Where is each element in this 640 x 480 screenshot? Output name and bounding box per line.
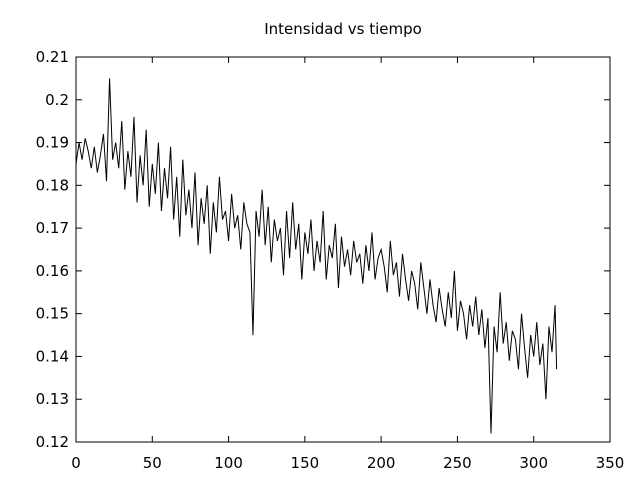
- y-tick-label: 0.15: [36, 305, 69, 323]
- y-tick-label: 0.17: [36, 219, 69, 237]
- intensity-series-line: [75, 78, 558, 434]
- plot-frame: [75, 56, 611, 443]
- x-tick-label: 350: [596, 454, 625, 472]
- y-tick-label: 0.19: [36, 134, 69, 152]
- x-tick-label: 100: [214, 454, 243, 472]
- y-tick-label: 0.16: [36, 262, 69, 280]
- chart-title: Intensidad vs tiempo: [264, 20, 422, 38]
- y-axis: 0.12 0.13 0.14 0.15 0.16 0.17 0.18 0.19 0.2 0.21: [36, 48, 610, 451]
- y-tick-label: 0.2: [45, 91, 69, 109]
- y-tick-label: 0.12: [36, 433, 69, 451]
- y-tick-label: 0.13: [36, 390, 69, 408]
- x-tick-label: 250: [443, 454, 472, 472]
- y-tick-label: 0.18: [36, 176, 69, 194]
- y-tick-label: 0.21: [36, 48, 69, 66]
- x-tick-label: 0: [71, 454, 81, 472]
- x-tick-label: 300: [519, 454, 548, 472]
- x-tick-label: 200: [367, 454, 396, 472]
- x-tick-label: 150: [291, 454, 320, 472]
- x-tick-label: 50: [143, 454, 162, 472]
- x-axis: 0 50 100 150 200 250 300 350: [71, 57, 624, 472]
- y-tick-label: 0.14: [36, 347, 69, 365]
